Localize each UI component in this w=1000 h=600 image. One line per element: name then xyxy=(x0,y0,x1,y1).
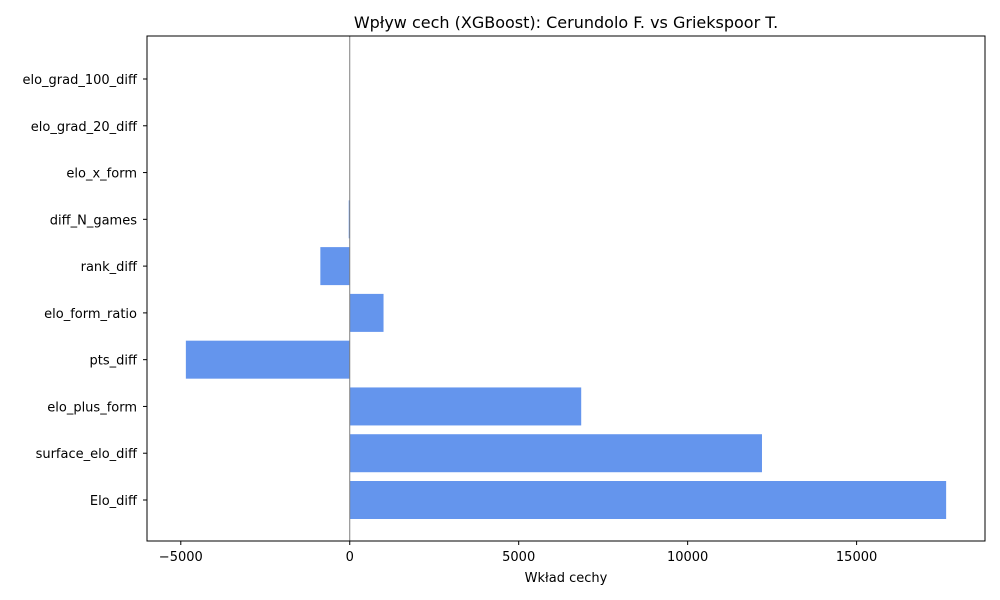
bar-rank_diff xyxy=(320,247,350,286)
y-tick-label: elo_plus_form xyxy=(47,400,137,415)
bar-elo_plus_form xyxy=(349,387,582,426)
x-axis-label: Wkład cechy xyxy=(525,571,608,586)
y-tick-label: elo_form_ratio xyxy=(44,307,137,322)
bar-diff_N_games xyxy=(348,200,350,239)
y-tick-label: elo_x_form xyxy=(66,167,137,182)
bar-elo_form_ratio xyxy=(349,293,384,332)
chart-title: Wpływ cech (XGBoost): Cerundolo F. vs Gr… xyxy=(354,13,778,32)
x-tick-label: 0 xyxy=(346,550,354,565)
y-tick-label: elo_grad_20_diff xyxy=(31,120,138,135)
x-tick-label: −5000 xyxy=(159,550,203,565)
y-tick-label: surface_elo_diff xyxy=(36,447,138,462)
x-tick-label: 10000 xyxy=(667,550,708,565)
y-tick-label: diff_N_games xyxy=(50,213,137,228)
bar-Elo_diff xyxy=(349,481,947,519)
x-tick-label: 5000 xyxy=(502,550,535,565)
plot-frame xyxy=(146,35,986,542)
y-tick-label: Elo_diff xyxy=(90,494,138,509)
x-axis-ticks: −5000 0 5000 10000 15000 xyxy=(159,541,877,565)
y-tick-label: elo_grad_100_diff xyxy=(22,73,138,88)
y-tick-label: pts_diff xyxy=(90,354,138,369)
y-tick-label: rank_diff xyxy=(81,260,138,275)
bar-pts_diff xyxy=(185,340,350,379)
x-tick-label: 15000 xyxy=(836,550,877,565)
y-axis-ticks: elo_grad_100_diff elo_grad_20_diff elo_x_f… xyxy=(22,73,147,509)
bar-surface_elo_diff xyxy=(349,434,762,473)
bars-layer xyxy=(185,200,947,519)
